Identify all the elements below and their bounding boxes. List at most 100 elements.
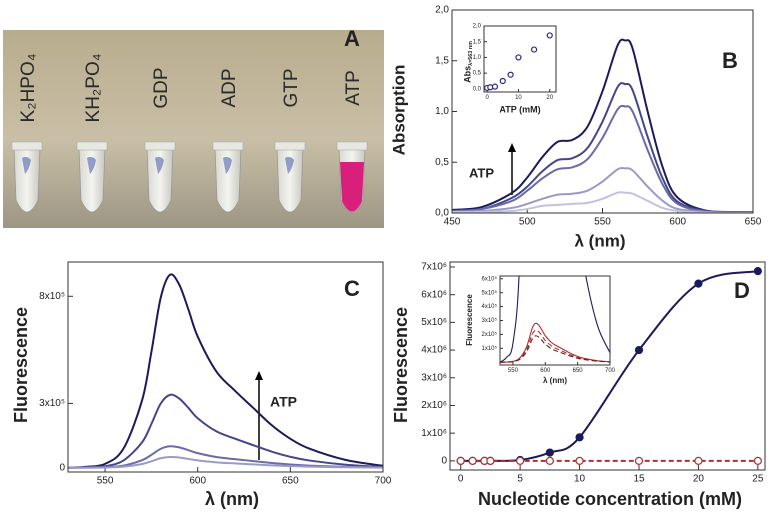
- tube-cap: [11, 141, 43, 151]
- data-point: [515, 54, 522, 61]
- x-tick-label: 5: [517, 474, 523, 485]
- tubes: K₂HPO₄ KH₂PO₄ GDP ADP GTP ATP: [11, 53, 368, 213]
- plot-area: [460, 270, 759, 462]
- tube-label: ATP: [343, 70, 364, 106]
- arrow-b: [508, 143, 516, 195]
- x-tick-label: 650: [745, 217, 762, 228]
- y-tick-label: 6x10⁶: [421, 289, 447, 300]
- y-tick-label: 0,0: [435, 208, 449, 219]
- x-tick-label: 25: [752, 474, 764, 485]
- tube-cap: [144, 141, 176, 151]
- data-point: [491, 83, 499, 90]
- annotation: ATP: [469, 165, 494, 180]
- tube: [146, 147, 174, 213]
- y-tick-label: 1,5: [473, 39, 482, 45]
- tube-pellet: [155, 156, 164, 174]
- data-point: [575, 456, 584, 465]
- x-tick-label: 0: [458, 474, 464, 485]
- x-tick-label: 600: [189, 476, 206, 487]
- frame: [449, 261, 766, 471]
- data-point: [507, 71, 514, 78]
- data-point: [753, 456, 762, 465]
- x-tick-label: 600: [669, 217, 686, 228]
- y-axis-label: Fluorescence: [465, 294, 474, 346]
- data-point: [634, 345, 644, 355]
- chart: 450 500 550 600 650 0,0 0,5 1,0 1,5 2,0 λ (nm) Abso…: [389, 5, 761, 251]
- tube-cap: [274, 141, 306, 151]
- x-tick-label: 550: [97, 476, 114, 487]
- tube-pellet: [285, 156, 294, 174]
- data-point: [456, 456, 465, 465]
- y-tick-label: 1,0: [435, 106, 449, 117]
- y-tick-label: 0,5: [435, 157, 449, 168]
- frame: [451, 9, 754, 214]
- tube-liquid: [340, 162, 364, 212]
- y-axis-label-sub: λ=563 nm: [468, 41, 474, 66]
- data-point: [468, 456, 477, 465]
- x-tick-label: 10: [515, 95, 522, 101]
- y-tick-label: 0,0: [473, 86, 482, 92]
- y-tick-label: 0: [59, 462, 65, 473]
- series-line: [452, 82, 753, 213]
- series-line: [452, 191, 753, 213]
- x-tick-label: 20: [546, 95, 553, 101]
- series-line: [452, 104, 753, 213]
- y-axis-label: Fluorescence: [11, 307, 31, 423]
- x-axis-label: λ (nm): [575, 231, 626, 250]
- y-tick-label: 1,0: [473, 55, 482, 61]
- x-axis-label: Nucleotide concentration (mM): [478, 489, 742, 509]
- y-tick-label: 6x10⁵: [482, 275, 498, 282]
- y-tick-label: 1x10⁵: [482, 345, 498, 352]
- data-point: [486, 456, 495, 465]
- data-point: [753, 267, 762, 276]
- y-tick-label: 7x10⁶: [421, 262, 447, 273]
- data-point: [499, 77, 506, 85]
- data-point: [545, 456, 554, 465]
- y-tick-label: 1,5: [435, 55, 449, 66]
- tube-cap: [76, 141, 108, 151]
- data-point: [546, 32, 553, 39]
- data-point: [575, 433, 584, 442]
- series-line: [68, 445, 383, 469]
- y-tick-label: 5x10⁵: [482, 289, 498, 296]
- y-axis-label: Absorption: [389, 65, 408, 156]
- data-point: [694, 456, 703, 465]
- tube: [214, 147, 242, 213]
- x-tick-label: 20: [693, 474, 705, 485]
- x-tick-label: 450: [444, 217, 461, 228]
- chart: 0 5 10 15 20 25 0 1x10⁶ 2x10⁶ 3x10⁶ 4x10⁶ 5x10⁶ 6x10…: [391, 261, 766, 509]
- y-tick-label: 2,0: [473, 24, 482, 30]
- tube-pellet: [87, 156, 96, 174]
- data-point: [634, 456, 644, 465]
- tube-cap: [212, 141, 244, 151]
- tube-label: GTP: [281, 68, 302, 107]
- panel-label: A: [344, 26, 360, 51]
- photo-panel: K₂HPO₄ KH₂PO₄ GDP ADP GTP ATP A: [3, 26, 384, 228]
- panel-label: C: [344, 276, 360, 301]
- x-tick-label: 15: [633, 474, 645, 485]
- x-axis-label: λ (nm): [205, 489, 259, 509]
- tube: [13, 147, 41, 213]
- tube-cap: [336, 141, 368, 151]
- y-tick-label: 5x10⁶: [421, 317, 447, 328]
- data-point: [694, 279, 703, 288]
- tube-pellet: [22, 156, 31, 174]
- x-tick-label: 500: [519, 217, 536, 228]
- data-point: [545, 448, 554, 457]
- tube-pellet: [223, 156, 232, 174]
- frame: [483, 25, 557, 93]
- data-point: [530, 46, 538, 53]
- frame: [499, 275, 611, 366]
- series-line: [68, 273, 383, 469]
- x-tick-label: 650: [282, 476, 299, 487]
- x-axis-label: ATP (mM): [499, 104, 540, 114]
- chart: 550 600 650 700 1x10⁵ 2x10⁵ 3x10⁵ 4x10⁵ 5x10⁵ 6x1…: [465, 275, 616, 385]
- y-tick-label: 3x10⁶: [421, 372, 447, 383]
- series-line: [452, 38, 753, 213]
- y-tick-label: 4x10⁶: [421, 345, 447, 356]
- y-tick-label: 2,0: [435, 5, 449, 16]
- panel-label: B: [722, 48, 738, 73]
- series-line: [68, 455, 383, 469]
